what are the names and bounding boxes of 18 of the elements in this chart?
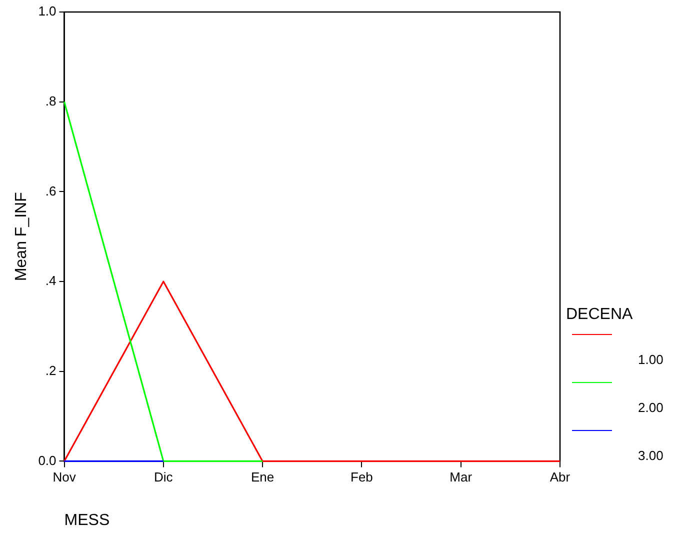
y-tick-label: .4 <box>45 273 56 288</box>
y-tick-label: 0.0 <box>38 452 56 468</box>
x-tick-label: Abr <box>550 470 571 485</box>
x-tick-label: Ene <box>250 470 274 485</box>
text: 2.00 <box>638 400 664 415</box>
x-tick-label: Feb <box>350 470 373 485</box>
y-tick-label: .8 <box>45 93 56 108</box>
x-tick-label: Nov <box>52 470 76 485</box>
y-tick-label: .6 <box>45 183 56 198</box>
x-tick-label: Dic <box>154 470 174 485</box>
y-axis-title: Mean F_INF <box>13 192 30 282</box>
x-axis-title: MESS <box>64 512 110 529</box>
y-tick-label: 1.0 <box>38 4 56 19</box>
text: 1.00 <box>638 352 664 367</box>
x-tick-label: Mar <box>450 470 473 485</box>
text: 3.00 <box>638 448 664 463</box>
legend-title: DECENA <box>566 306 634 324</box>
y-tick-label: .2 <box>45 362 56 378</box>
